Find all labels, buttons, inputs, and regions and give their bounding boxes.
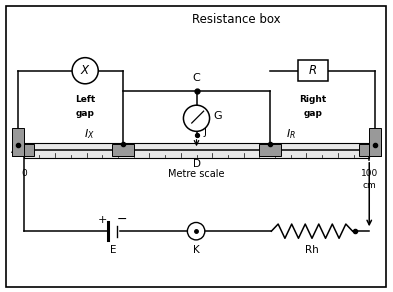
Text: D: D [193, 159, 200, 169]
Text: gap: gap [76, 109, 95, 118]
Text: −: − [117, 213, 127, 226]
Text: $I_R$: $I_R$ [286, 127, 296, 141]
Bar [359, 144, 381, 156]
Text: B: B [374, 145, 382, 155]
Text: $R$: $R$ [309, 64, 318, 77]
Bar [259, 144, 281, 156]
Bar [112, 144, 134, 156]
Circle shape [184, 105, 209, 131]
Text: Right: Right [299, 95, 327, 104]
Text: Left: Left [75, 95, 95, 104]
Text: 0: 0 [21, 169, 27, 178]
Text: $X$: $X$ [80, 64, 90, 77]
Text: G: G [213, 111, 222, 121]
Bar [12, 128, 24, 156]
Text: $I_X$: $I_X$ [84, 127, 94, 141]
Text: Rh: Rh [305, 245, 319, 255]
Text: +: + [97, 215, 107, 225]
Text: cm: cm [362, 181, 376, 190]
Bar [298, 60, 328, 81]
Text: gap: gap [303, 109, 322, 118]
Circle shape [72, 58, 98, 84]
Circle shape [187, 223, 205, 240]
Text: K: K [193, 245, 200, 255]
Bar [369, 128, 381, 156]
Text: A: A [11, 145, 19, 155]
Text: J: J [204, 127, 207, 137]
Text: C: C [193, 73, 200, 83]
Bar [12, 144, 34, 156]
Text: Resistance box: Resistance box [192, 13, 281, 26]
Text: E: E [110, 245, 116, 255]
Text: 100: 100 [361, 169, 378, 178]
Bar [24, 143, 369, 158]
Text: Metre scale: Metre scale [168, 169, 225, 179]
